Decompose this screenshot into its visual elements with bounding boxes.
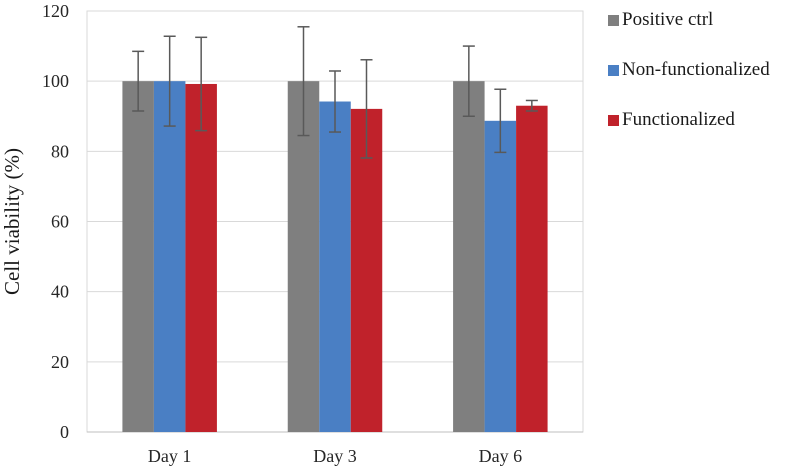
y-tick-label-100: 100 xyxy=(42,71,69,91)
y-tick-label-120: 120 xyxy=(42,1,69,21)
bar-2-2 xyxy=(516,105,548,432)
bar-2-1 xyxy=(484,120,517,432)
legend-label-non-functionalized: Non-functionalized xyxy=(622,59,770,80)
x-tick-label-2: Day 6 xyxy=(479,446,523,466)
bar-0-0 xyxy=(122,81,154,433)
x-tick-label-0: Day 1 xyxy=(148,446,192,466)
bar-0-1 xyxy=(153,81,186,433)
legend-swatch-functionalized xyxy=(608,114,619,126)
y-tick-label-40: 40 xyxy=(51,282,69,302)
legend-item-non-functionalized: Non-functionalized xyxy=(608,58,770,82)
legend-label-positive-ctrl: Positive ctrl xyxy=(622,9,714,30)
legend-swatch-non-functionalized xyxy=(608,64,619,76)
bar-1-0 xyxy=(287,81,320,433)
x-tick-label-1: Day 3 xyxy=(313,446,357,466)
y-tick-label-20: 20 xyxy=(51,352,69,372)
bar-2-0 xyxy=(453,81,485,433)
y-axis-title: Cell viability (%) xyxy=(0,148,24,295)
bar-0-2 xyxy=(185,83,217,433)
y-tick-label-60: 60 xyxy=(51,212,69,232)
bar-1-1 xyxy=(319,101,351,432)
y-tick-label-80: 80 xyxy=(51,141,69,161)
y-tick-label-0: 0 xyxy=(60,422,69,442)
legend-label-functionalized: Functionalized xyxy=(622,109,735,130)
legend-item-functionalized: Functionalized xyxy=(608,108,735,132)
bar-1-2 xyxy=(350,108,383,432)
legend-swatch-positive-ctrl xyxy=(608,14,619,26)
legend-item-positive-ctrl: Positive ctrl xyxy=(608,8,713,32)
